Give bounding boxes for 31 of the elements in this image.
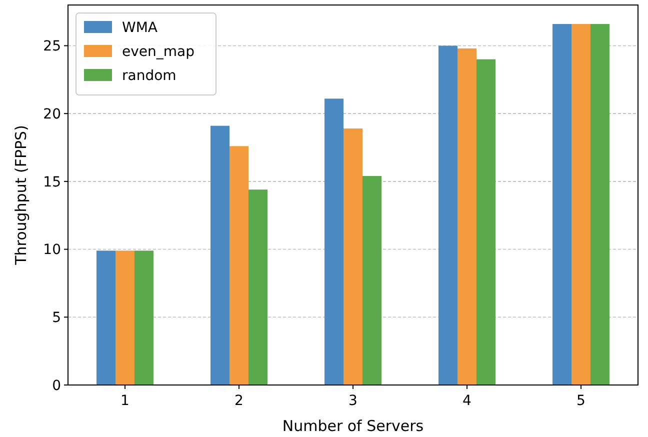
x-tick-label: 4	[462, 393, 472, 409]
legend-label: WMA	[122, 20, 158, 36]
bar	[248, 190, 268, 385]
x-tick-label: 1	[120, 393, 130, 409]
y-axis-title: Throughput (FPPS)	[12, 125, 30, 266]
bar	[590, 24, 610, 385]
bar	[210, 126, 230, 385]
x-tick-label: 3	[348, 393, 358, 409]
bar	[476, 59, 496, 385]
bar	[344, 128, 362, 385]
bar	[116, 250, 134, 385]
y-tick-label: 5	[52, 310, 61, 326]
bar	[324, 98, 344, 385]
bar	[134, 250, 154, 385]
x-tick-label: 2	[234, 393, 244, 409]
bar	[572, 24, 590, 385]
legend-label: random	[122, 68, 176, 84]
bar	[438, 46, 458, 385]
bar	[552, 24, 572, 385]
bar	[362, 176, 382, 385]
y-tick-label: 20	[43, 106, 61, 122]
legend-label: even_map	[122, 44, 195, 60]
bar	[96, 250, 116, 385]
bar	[230, 146, 248, 385]
y-tick-label: 25	[43, 38, 61, 55]
x-tick-label: 5	[576, 393, 586, 409]
y-tick-label: 15	[43, 174, 61, 190]
bar	[458, 48, 476, 385]
y-tick-label: 0	[52, 378, 61, 394]
y-tick-label: 10	[43, 242, 61, 258]
x-axis-title: Number of Servers	[282, 417, 424, 435]
